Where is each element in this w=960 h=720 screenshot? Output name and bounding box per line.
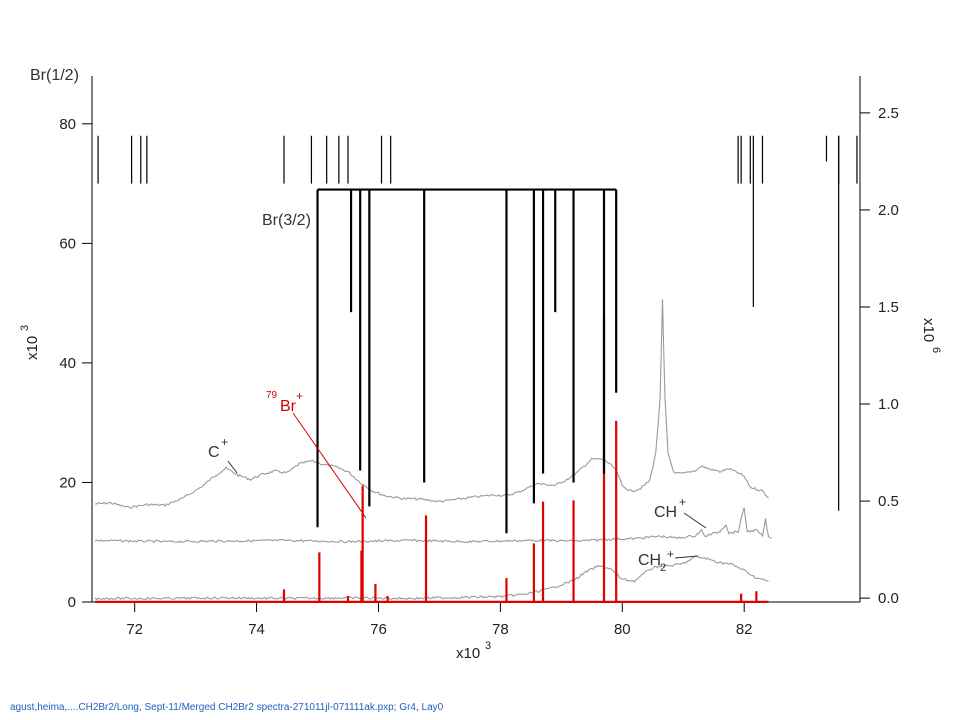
- x-tick-label: 74: [248, 621, 265, 638]
- x-multiplier-label: x10: [456, 645, 480, 662]
- gray-series-line: [94, 507, 772, 544]
- left-tick-label: 20: [59, 474, 76, 491]
- ch-plus-charge: +: [679, 495, 686, 509]
- gray-series-line: [95, 299, 769, 509]
- x-multiplier-exponent: 3: [485, 640, 491, 652]
- br-three-half-markers: Br(3/2): [262, 188, 618, 534]
- right-multiplier-exponent: 6: [930, 347, 942, 353]
- ch-plus-label: CH: [654, 504, 677, 521]
- br-one-half-label: Br(1/2): [30, 67, 79, 84]
- gray-series-line: [94, 555, 769, 601]
- x-tick-label: 76: [370, 621, 387, 638]
- gray-traces: [94, 299, 772, 601]
- ch2-plus-pointer: [674, 555, 699, 559]
- right-tick-label: 0.0: [878, 590, 899, 607]
- right-multiplier: x10 6: [920, 318, 942, 353]
- left-multiplier: x10 3: [19, 325, 41, 360]
- br79-charge: +: [296, 389, 303, 403]
- x-tick-label: 82: [736, 621, 753, 638]
- right-tick-label: 1.5: [878, 299, 899, 316]
- br79-pointer: [292, 412, 367, 519]
- right-axis-markers: [752, 135, 840, 511]
- c-plus-pointer: [227, 460, 238, 474]
- footer-path: agust,heima,....CH2Br2/Long, Sept-11/Mer…: [10, 702, 444, 713]
- br-one-half-markers: Br(1/2): [30, 67, 858, 184]
- right-multiplier-label: x10: [920, 318, 937, 342]
- left-tick-label: 60: [59, 235, 76, 252]
- left-multiplier-label: x10: [24, 336, 41, 360]
- br79-mass-label: 79: [266, 390, 278, 401]
- left-tick-label: 80: [59, 116, 76, 133]
- right-tick-label: 2.0: [878, 202, 899, 219]
- x-tick-label: 72: [126, 621, 143, 638]
- c-plus-charge: +: [221, 435, 228, 449]
- ch-plus-pointer: [683, 512, 707, 529]
- axes-frame: [91, 76, 861, 603]
- right-tick-label: 0.5: [878, 493, 899, 510]
- br-three-half-label: Br(3/2): [262, 212, 311, 229]
- left-multiplier-exponent: 3: [19, 325, 31, 331]
- ch2-plus-label: CH: [638, 552, 661, 569]
- axis-ticks: 72 74 76 78 80 82 x10 3 0 20 40 60 80 x10 3 0.0 0.5 1.0 1.…: [19, 105, 942, 662]
- left-tick-label: 0: [68, 594, 76, 611]
- ch2-plus-charge: +: [667, 547, 674, 561]
- right-tick-label: 2.5: [878, 105, 899, 122]
- x-tick-label: 78: [492, 621, 509, 638]
- c-plus-label: C: [208, 444, 220, 461]
- br79-label: Br: [280, 398, 297, 415]
- right-tick-label: 1.0: [878, 396, 899, 413]
- ch2-plus-subscript: 2: [660, 562, 666, 574]
- left-tick-label: 40: [59, 355, 76, 372]
- x-tick-label: 80: [614, 621, 631, 638]
